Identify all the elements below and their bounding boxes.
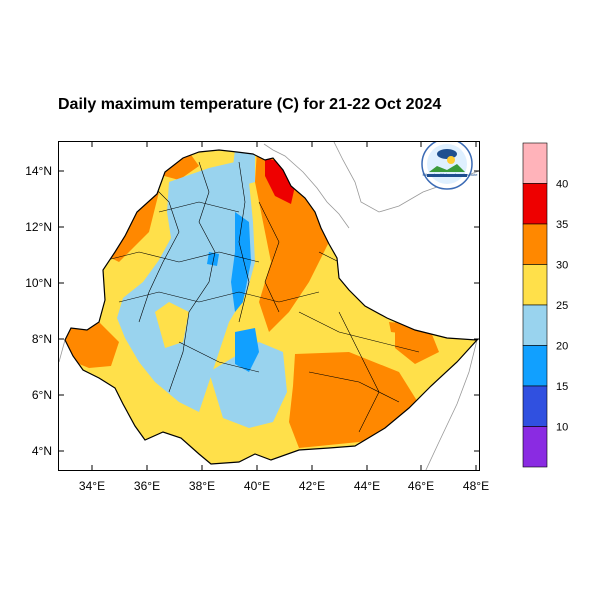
y-tick-label: 12°N	[25, 220, 52, 234]
colorbar-segment	[522, 223, 548, 265]
zone-below-20-north	[231, 212, 251, 312]
x-tick-label: 48°E	[463, 479, 489, 493]
y-tick-label: 4°N	[32, 444, 52, 458]
colorbar: 40 35 30 25 20 15 10	[522, 142, 568, 468]
colorbar-segment	[522, 385, 548, 427]
institute-logo	[421, 142, 473, 190]
temperature-map	[59, 142, 479, 470]
colorbar-label: 25	[556, 300, 568, 312]
y-tick-label: 10°N	[25, 276, 52, 290]
x-tick-label: 44°E	[354, 479, 380, 493]
colorbar-label: 40	[556, 179, 568, 191]
colorbar-segment	[522, 183, 548, 225]
x-tick-label: 36°E	[134, 479, 160, 493]
zone-20-25-tigray	[233, 150, 255, 186]
colorbar-label: 35	[556, 219, 568, 231]
y-tick-label: 14°N	[25, 164, 52, 178]
temperature-field	[65, 150, 477, 464]
y-tick-label: 6°N	[32, 388, 52, 402]
colorbar-label: 10	[556, 422, 568, 434]
x-tick-label: 40°E	[244, 479, 270, 493]
logo-caption: Ethiopian Meteorology Institute	[422, 172, 478, 177]
colorbar-segment	[522, 426, 548, 468]
colorbar-segment	[522, 264, 548, 306]
map-title: Daily maximum temperature (C) for 21-22 …	[58, 96, 442, 113]
x-tick-label: 46°E	[408, 479, 434, 493]
colorbar-segment	[522, 345, 548, 387]
x-tick-label: 38°E	[189, 479, 215, 493]
x-tick-label: 42°E	[299, 479, 325, 493]
zone-20-25-western-highlands	[117, 162, 255, 412]
x-tick-label: 34°E	[79, 479, 105, 493]
zone-30-35-southeast	[289, 352, 419, 448]
colorbar-label: 30	[556, 260, 568, 272]
colorbar-label: 20	[556, 341, 568, 353]
colorbar-segment	[522, 142, 548, 184]
zone-20-25-southern-highlands	[209, 342, 287, 428]
y-tick-label: 8°N	[32, 332, 52, 346]
zone-below-20-bale	[235, 328, 259, 372]
zone-35-40-danakil	[265, 158, 295, 204]
colorbar-label: 15	[556, 381, 568, 393]
colorbar-segment	[522, 304, 548, 346]
zone-below-20-spot	[207, 252, 219, 266]
zone-25-30-inset	[155, 302, 189, 348]
map-frame	[58, 141, 480, 471]
